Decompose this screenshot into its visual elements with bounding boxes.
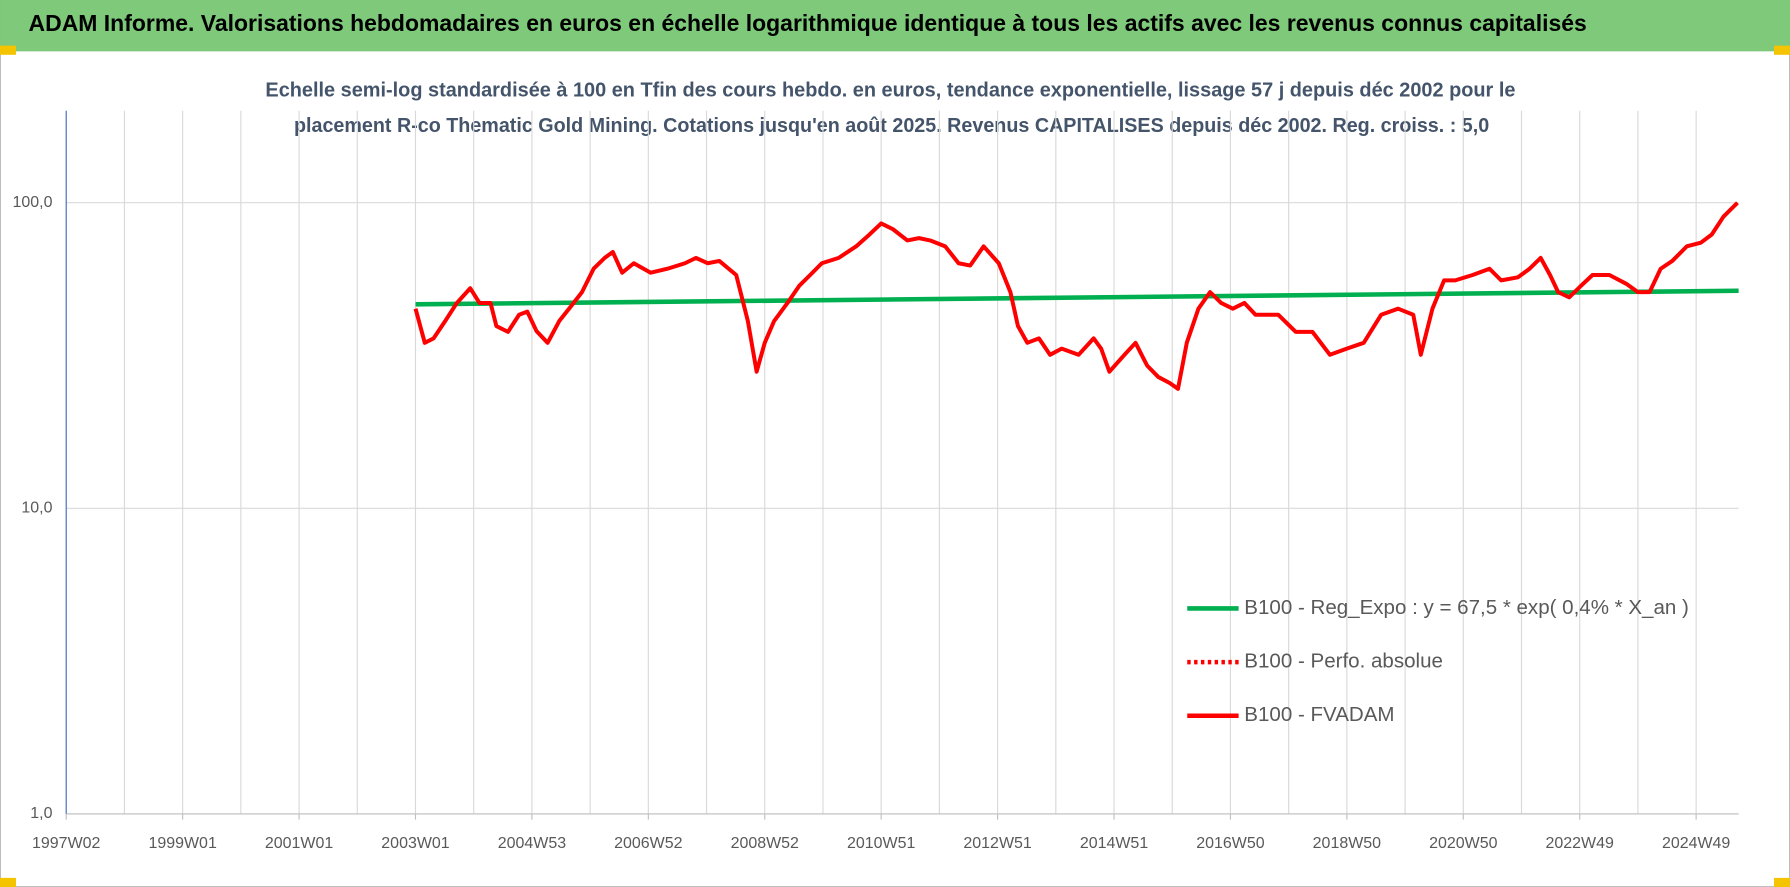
chart-subtitle: placement R-co Thematic Gold Mining. Cot… <box>294 114 1489 137</box>
corner <box>0 877 16 887</box>
x-tick-label: 2006W52 <box>614 835 682 852</box>
corner <box>0 45 16 55</box>
chart-title: ADAM Informe. Valorisations hebdomadaire… <box>29 10 1587 36</box>
x-tick-label: 2014W51 <box>1080 835 1148 852</box>
x-tick-label: 2016W50 <box>1196 835 1264 852</box>
x-tick-label: 2008W52 <box>731 835 799 852</box>
chart-subtitle: Echelle semi-log standardisée à 100 en T… <box>265 79 1515 102</box>
corner <box>1774 877 1790 887</box>
x-tick-label: 2001W01 <box>265 835 333 852</box>
x-tick-label: 1997W02 <box>32 835 100 852</box>
x-tick-label: 2024W49 <box>1662 835 1730 852</box>
y-tick-label: 1,0 <box>30 805 52 822</box>
y-tick-label: 100,0 <box>13 194 53 211</box>
x-tick-label: 2003W01 <box>381 835 449 852</box>
x-tick-label: 2018W50 <box>1313 835 1381 852</box>
x-tick-label: 2004W53 <box>498 835 566 852</box>
x-tick-label: 2012W51 <box>963 835 1031 852</box>
series-line <box>415 288 1739 307</box>
legend-label: B100 - FVADAM <box>1244 703 1394 726</box>
corner <box>1774 45 1790 55</box>
legend-label: B100 - Reg_Expo : y = 67,5 * exp( 0,4% *… <box>1244 596 1689 619</box>
legend-label: B100 - Perfo. absolue <box>1244 650 1443 673</box>
y-tick-label: 10,0 <box>21 500 52 517</box>
x-tick-label: 2010W51 <box>847 835 915 852</box>
series-line <box>413 201 1739 391</box>
x-tick-label: 2020W50 <box>1429 835 1497 852</box>
x-tick-label: 1999W01 <box>148 835 216 852</box>
header-band <box>0 0 1790 52</box>
x-tick-label: 2022W49 <box>1546 835 1614 852</box>
